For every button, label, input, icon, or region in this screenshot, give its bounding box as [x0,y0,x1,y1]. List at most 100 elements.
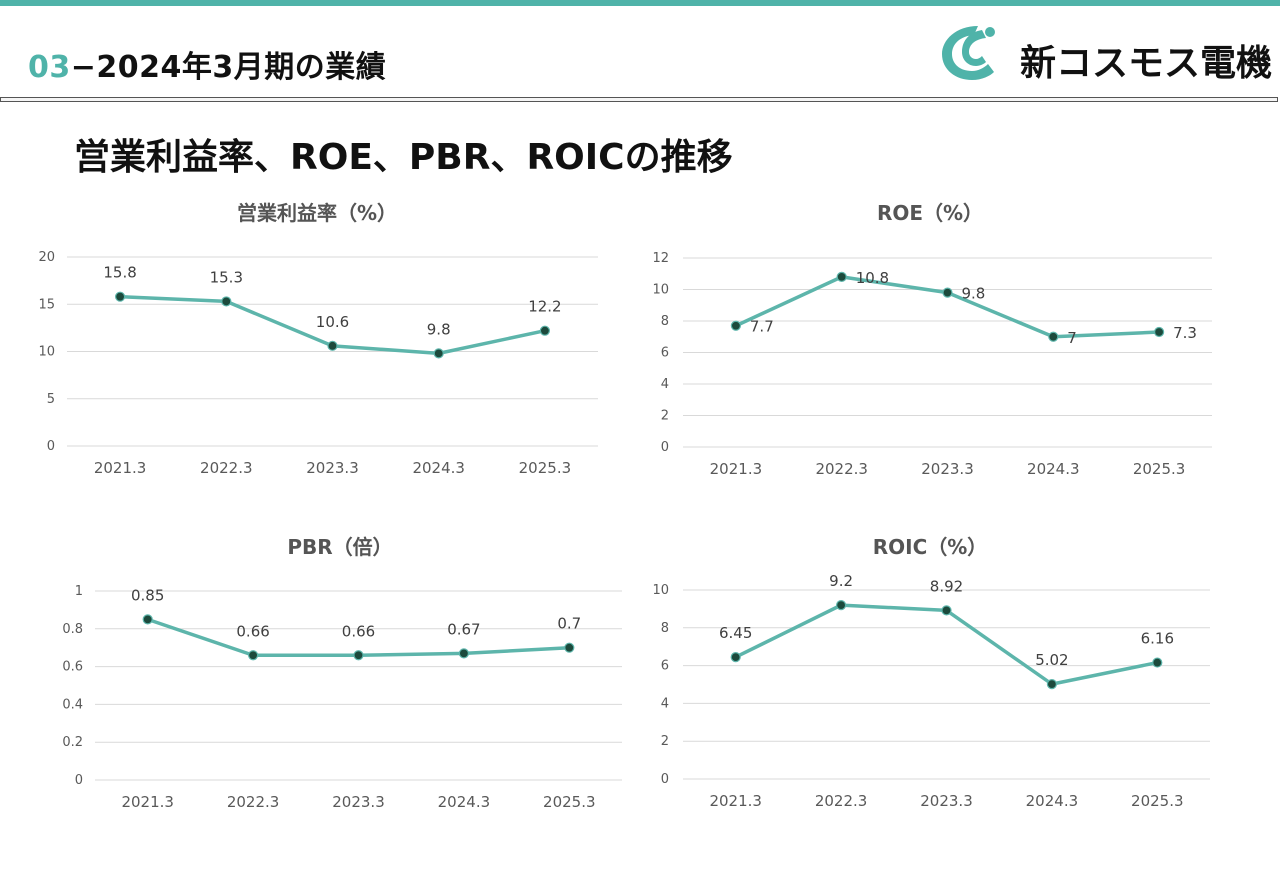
pbr-data-point [142,614,153,625]
roic-y-tick-label: 4 [661,696,669,711]
roic-x-tick-label: 2025.3 [1131,792,1184,810]
roic-chart: ROIC（%） 0 2 4 6 8 10 2021.3 2022.3 2023.3 2024.3 20… [652,535,1210,810]
roe-y-tick-label: 4 [661,377,669,392]
roic-data-point [1046,679,1058,690]
pbr-data-point [248,650,259,661]
roe-chart: ROE（%） 0 2 4 6 8 10 12 2021.3 2022.3 2023.3 2024.3 2… [652,201,1212,478]
roe-y-tick-label: 0 [661,440,669,455]
operating-margin-data-label: 15.3 [210,268,243,286]
pbr-data-point [564,642,575,653]
roic-y-tick-label: 10 [652,583,669,598]
roic-x-tick-label: 2022.3 [815,792,868,810]
header-divider [0,97,1278,102]
operating-margin-y-tick-label: 20 [38,250,55,265]
operating-margin-x-tick-label: 2024.3 [412,459,465,477]
pbr-x-tick-label: 2023.3 [332,793,385,811]
operating-margin-x-tick-label: 2025.3 [519,459,572,477]
operating-margin-data-label: 12.2 [528,298,561,316]
pbr-x-tick-label: 2024.3 [438,793,491,811]
operating-margin-chart: 営業利益率（%） 0 5 10 15 20 2021.3 2022.3 2023.3 2024.3… [38,201,598,477]
pbr-title: PBR（倍） [287,535,392,559]
section-number: 03 [28,50,71,85]
pbr-data-label: 0.67 [447,620,480,638]
pbr-data-label: 0.85 [131,586,164,604]
roic-y-tick-label: 0 [661,772,669,787]
roe-data-point [1153,326,1165,338]
top-accent-bar [0,0,1280,6]
pbr-y-tick-label: 0.4 [62,697,83,712]
roic-y-tick-label: 6 [661,659,669,674]
roe-y-tick-label: 12 [652,251,669,266]
roe-data-point [730,320,742,331]
operating-margin-data-point [327,340,338,351]
operating-margin-x-tick-label: 2023.3 [306,459,359,477]
roic-data-label: 6.45 [719,624,752,642]
roe-y-tick-label: 6 [661,346,669,361]
operating-margin-title: 営業利益率（%） [237,201,397,225]
company-logo: 新コスモス電機 [938,20,1272,84]
pbr-y-tick-label: 0.2 [62,735,83,750]
operating-margin-x-tick-label: 2022.3 [200,459,253,477]
pbr-x-tick-label: 2025.3 [543,793,596,811]
roe-y-tick-label: 2 [661,409,669,424]
operating-margin-data-point [539,325,551,336]
section-title: 2024年3月期の業績 [96,50,387,85]
pbr-data-point [458,648,469,659]
pbr-data-label: 0.66 [236,622,269,640]
roe-data-label: 9.8 [962,285,986,303]
operating-margin-y-tick-label: 0 [47,439,55,454]
section-dash: − [70,50,97,85]
operating-margin-y-tick-label: 5 [47,392,55,407]
pbr-chart: PBR（倍） 0 0.2 0.4 0.6 0.8 1 2021.3 2022.3 2023.3 20… [62,535,622,811]
roe-data-label: 7 [1067,329,1077,347]
roe-data-point [942,287,953,298]
page-title: 営業利益率、ROE、PBR、ROICの推移 [74,137,733,178]
pbr-y-tick-label: 0.6 [62,660,83,675]
roe-data-label: 7.3 [1173,324,1197,342]
section-heading: 03−2024年3月期の業績 [28,42,386,86]
roe-x-tick-label: 2023.3 [921,460,974,478]
roe-y-tick-label: 10 [652,283,669,298]
pbr-x-tick-label: 2021.3 [121,793,174,811]
pbr-y-tick-label: 1 [75,584,83,599]
operating-margin-data-label: 9.8 [427,320,451,338]
roic-x-tick-label: 2023.3 [920,792,973,810]
roic-y-tick-label: 8 [661,621,669,636]
roic-data-label: 9.2 [829,572,853,590]
roic-x-tick-label: 2021.3 [709,792,762,810]
roe-title: ROE（%） [877,201,983,225]
operating-margin-data-label: 10.6 [316,313,349,331]
operating-margin-data-point [221,296,232,307]
roe-y-tick-label: 8 [661,314,669,329]
roic-y-tick-label: 2 [661,734,669,749]
roic-title: ROIC（%） [873,535,988,559]
roe-x-tick-label: 2021.3 [710,460,763,478]
roe-data-point [836,271,847,282]
roic-data-point [1152,657,1163,668]
pbr-y-tick-label: 0 [75,773,83,788]
operating-margin-data-point [114,291,126,302]
pbr-y-tick-label: 0.8 [62,622,83,637]
company-name: 新コスモス電機 [1020,43,1273,84]
pbr-data-label: 0.66 [342,622,375,640]
pbr-data-label: 0.7 [557,615,581,633]
operating-margin-x-tick-label: 2021.3 [94,459,147,477]
operating-margin-data-label: 15.8 [103,264,136,282]
roe-data-point [1048,331,1059,342]
operating-margin-y-tick-label: 10 [38,345,55,360]
roe-x-tick-label: 2024.3 [1027,460,1080,478]
roic-series-line [733,603,1160,686]
roe-x-tick-label: 2022.3 [815,460,868,478]
roic-x-tick-label: 2024.3 [1026,792,1079,810]
roic-data-point [730,651,741,663]
roe-data-label: 7.7 [750,318,774,336]
cosmos-logo-icon [942,26,995,80]
roe-x-tick-label: 2025.3 [1133,460,1186,478]
pbr-x-tick-label: 2022.3 [227,793,280,811]
roe-data-label: 10.8 [856,269,889,287]
roic-data-point [835,600,847,611]
operating-margin-data-point [433,348,444,359]
roic-data-label: 8.92 [930,577,963,595]
roe-series-line [734,275,1161,339]
